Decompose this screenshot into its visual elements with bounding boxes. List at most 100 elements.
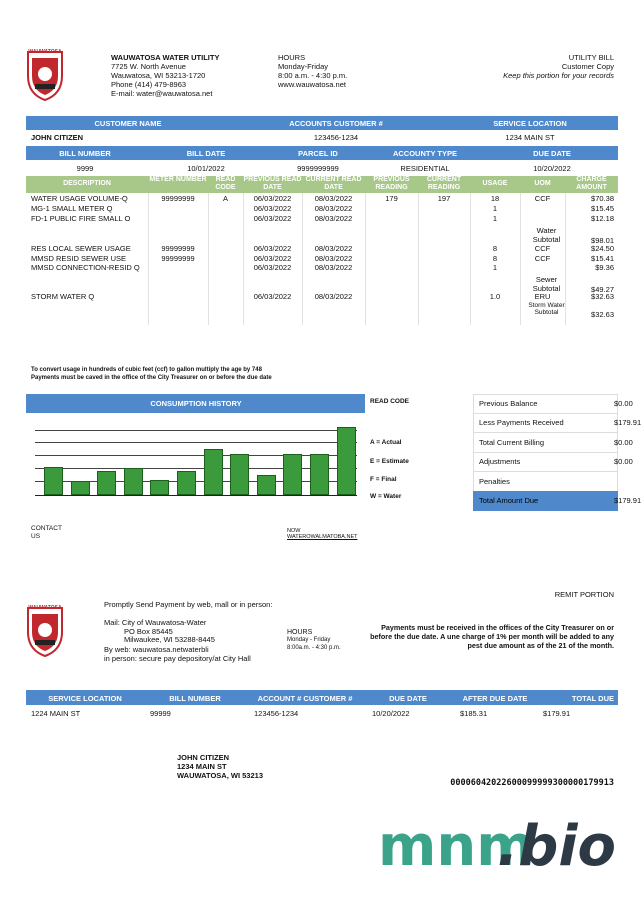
description: MMSD RESID SEWER USE: [31, 254, 127, 263]
contact-text: NOW: [287, 528, 301, 534]
column-header: DESCRIPTION: [63, 180, 111, 187]
contact-text: CONTACT: [31, 525, 62, 532]
read-code-item: F = Final: [370, 476, 397, 483]
charge-amount: $12.18: [591, 214, 614, 223]
chart-rule: [35, 455, 357, 456]
summary-rule: [473, 432, 618, 434]
charge-cell: 179: [385, 194, 398, 203]
charge-cell: 18: [490, 194, 500, 203]
charge-amount: $70.38: [591, 194, 614, 203]
remit-value: 99999: [150, 709, 171, 718]
history-bar: [283, 454, 303, 495]
mail-line: PO Box 85445: [124, 627, 173, 636]
column-header: ACCOUNT # CUSTOMER #: [257, 694, 353, 703]
logo-text: WAUWATOSA: [28, 49, 62, 55]
charge-cell: 08/03/2022: [314, 244, 353, 253]
remit-value: 1224 MAIN ST: [31, 709, 81, 718]
logo: [27, 51, 63, 102]
history-bar: [150, 480, 170, 495]
charge-cell: CCF: [534, 244, 551, 253]
column-header: BILL NUMBER: [59, 149, 111, 158]
contact-link: WATEROWALMATOBA.NET: [287, 534, 358, 540]
charge-cell: 06/03/2022: [253, 254, 292, 263]
hours-line: HOURS: [278, 53, 306, 62]
history-bar: [336, 427, 356, 495]
customer-value: JOHN CITIZEN: [31, 133, 84, 142]
charge-cell: 1: [492, 263, 498, 272]
utility-name: WAUWATOSA WATER UTILITY: [111, 53, 220, 62]
total-row: [473, 491, 618, 511]
bill-info: UTILITY BILL: [568, 53, 614, 62]
column-header: CHARGE AMOUNT: [576, 176, 607, 191]
charge-cell: 08/03/2022: [314, 204, 353, 213]
charge-cell: 8: [492, 244, 498, 253]
address-line: 7725 W. North Avenue: [111, 62, 186, 71]
logo-text: WAUWATOSA: [28, 605, 62, 611]
column-rule: [365, 193, 366, 325]
mailing-address: JOHN CITIZEN: [177, 753, 230, 762]
summary-label: Total Current Billing: [479, 437, 545, 447]
summary-amount: $0.00: [614, 399, 633, 408]
description: RES LOCAL SEWER USAGE: [31, 244, 131, 253]
column-rule: [520, 193, 521, 325]
charge-cell: 1: [492, 204, 498, 213]
history-bar: [310, 454, 329, 495]
summary-label: Less Payments Received: [479, 418, 564, 428]
chart-rule: [35, 468, 357, 469]
column-header: CURRENT READ DATE: [305, 176, 362, 191]
remit-hours: HOURS: [287, 629, 313, 636]
charge-cell: 1: [492, 214, 498, 223]
history-bar: [123, 468, 143, 495]
charge-cell: 99999999: [161, 244, 195, 253]
column-header: TOTAL DUE: [571, 694, 614, 703]
barcode: 00006042022600099999300000179913: [450, 778, 614, 788]
summary-rule: [473, 451, 618, 453]
history-bar: [44, 467, 63, 495]
charge-cell: 06/03/2022: [253, 263, 292, 272]
charge-cell: 06/03/2022: [253, 204, 292, 213]
charge-cell: 06/03/2022: [253, 214, 292, 223]
column-header: BILL NUMBER: [169, 694, 221, 703]
history-bar: [256, 475, 276, 495]
history-bar: [97, 471, 117, 495]
summary-label: Penalties: [479, 476, 510, 486]
summary-label: Total Amount Due: [479, 496, 539, 505]
charge-amount: $32.63: [591, 310, 614, 319]
description: FD-1 PUBLIC FIRE SMALL O: [31, 214, 131, 223]
bill-value: 9999999999: [297, 164, 339, 173]
hours-line: Monday-Friday: [278, 62, 329, 71]
subtotal-label: Storm Water Subtotal: [528, 302, 565, 316]
bill-value: 9999: [76, 164, 94, 173]
charge-cell: 08/03/2022: [314, 254, 353, 263]
column-header: PARCEL ID: [298, 149, 338, 158]
subtotal-label: Water Subtotal: [532, 226, 561, 244]
customer-value: 123456-1234: [313, 133, 359, 142]
remit-header: [26, 690, 618, 705]
description: MMSD CONNECTION-RESID Q: [31, 263, 140, 272]
column-rule: [148, 193, 149, 325]
customer-value: 1234 MAIN ST: [505, 133, 555, 142]
remit-prompt: Promptly Send Payment by web, mall or in…: [104, 600, 273, 609]
chart-rule: [35, 430, 357, 431]
charge-cell: 8: [492, 254, 498, 263]
column-rule: [208, 193, 209, 325]
charge-cell: ERU: [534, 292, 551, 301]
charge-amount: $98.01: [591, 236, 614, 245]
mail-line: By web: wauwatosa.netwaterbli: [104, 645, 209, 654]
charge-cell: CCF: [534, 194, 551, 203]
charge-amount: $9.36: [595, 263, 614, 272]
charge-cell: 1.0: [489, 292, 501, 301]
watermark: mnm: [378, 814, 535, 879]
column-header: UOM: [534, 180, 551, 187]
column-rule: [565, 193, 566, 325]
column-rule: [243, 193, 244, 325]
bill-info: Keep this portion for your records: [503, 71, 614, 80]
charge-cell: 99999999: [161, 194, 195, 203]
address-line: Wauwatosa, WI 53213-1720: [111, 71, 206, 80]
column-header: AFTER DUE DATE: [462, 694, 528, 703]
note: To convert usage in hundreds of cubic fe…: [31, 367, 262, 373]
charge-cell: 197: [437, 194, 451, 203]
bill-value: 10/20/2022: [533, 164, 571, 173]
column-header: BILL DATE: [186, 149, 226, 158]
hours-line: 8:00 a.m. - 4:30 p.m.: [278, 71, 348, 80]
